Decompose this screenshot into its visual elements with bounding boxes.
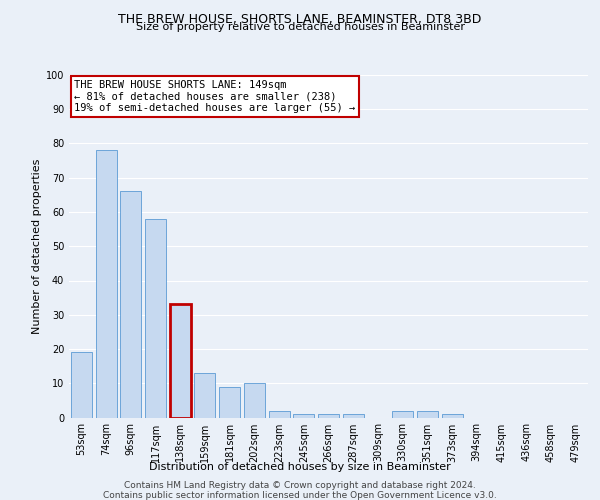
Bar <box>219 386 240 418</box>
Text: Contains public sector information licensed under the Open Government Licence v3: Contains public sector information licen… <box>103 491 497 500</box>
Text: Size of property relative to detached houses in Beaminster: Size of property relative to detached ho… <box>136 22 464 32</box>
Bar <box>120 192 141 418</box>
Bar <box>392 410 413 418</box>
Text: Distribution of detached houses by size in Beaminster: Distribution of detached houses by size … <box>149 462 451 472</box>
Bar <box>95 150 116 418</box>
Text: THE BREW HOUSE, SHORTS LANE, BEAMINSTER, DT8 3BD: THE BREW HOUSE, SHORTS LANE, BEAMINSTER,… <box>118 12 482 26</box>
Bar <box>170 304 191 418</box>
Bar <box>269 410 290 418</box>
Bar <box>343 414 364 418</box>
Bar <box>417 410 438 418</box>
Bar <box>194 373 215 418</box>
Text: Contains HM Land Registry data © Crown copyright and database right 2024.: Contains HM Land Registry data © Crown c… <box>124 481 476 490</box>
Bar <box>442 414 463 418</box>
Bar <box>71 352 92 418</box>
Bar <box>145 219 166 418</box>
Text: THE BREW HOUSE SHORTS LANE: 149sqm
← 81% of detached houses are smaller (238)
19: THE BREW HOUSE SHORTS LANE: 149sqm ← 81%… <box>74 80 355 114</box>
Y-axis label: Number of detached properties: Number of detached properties <box>32 158 41 334</box>
Bar <box>318 414 339 418</box>
Bar <box>244 383 265 418</box>
Bar <box>293 414 314 418</box>
